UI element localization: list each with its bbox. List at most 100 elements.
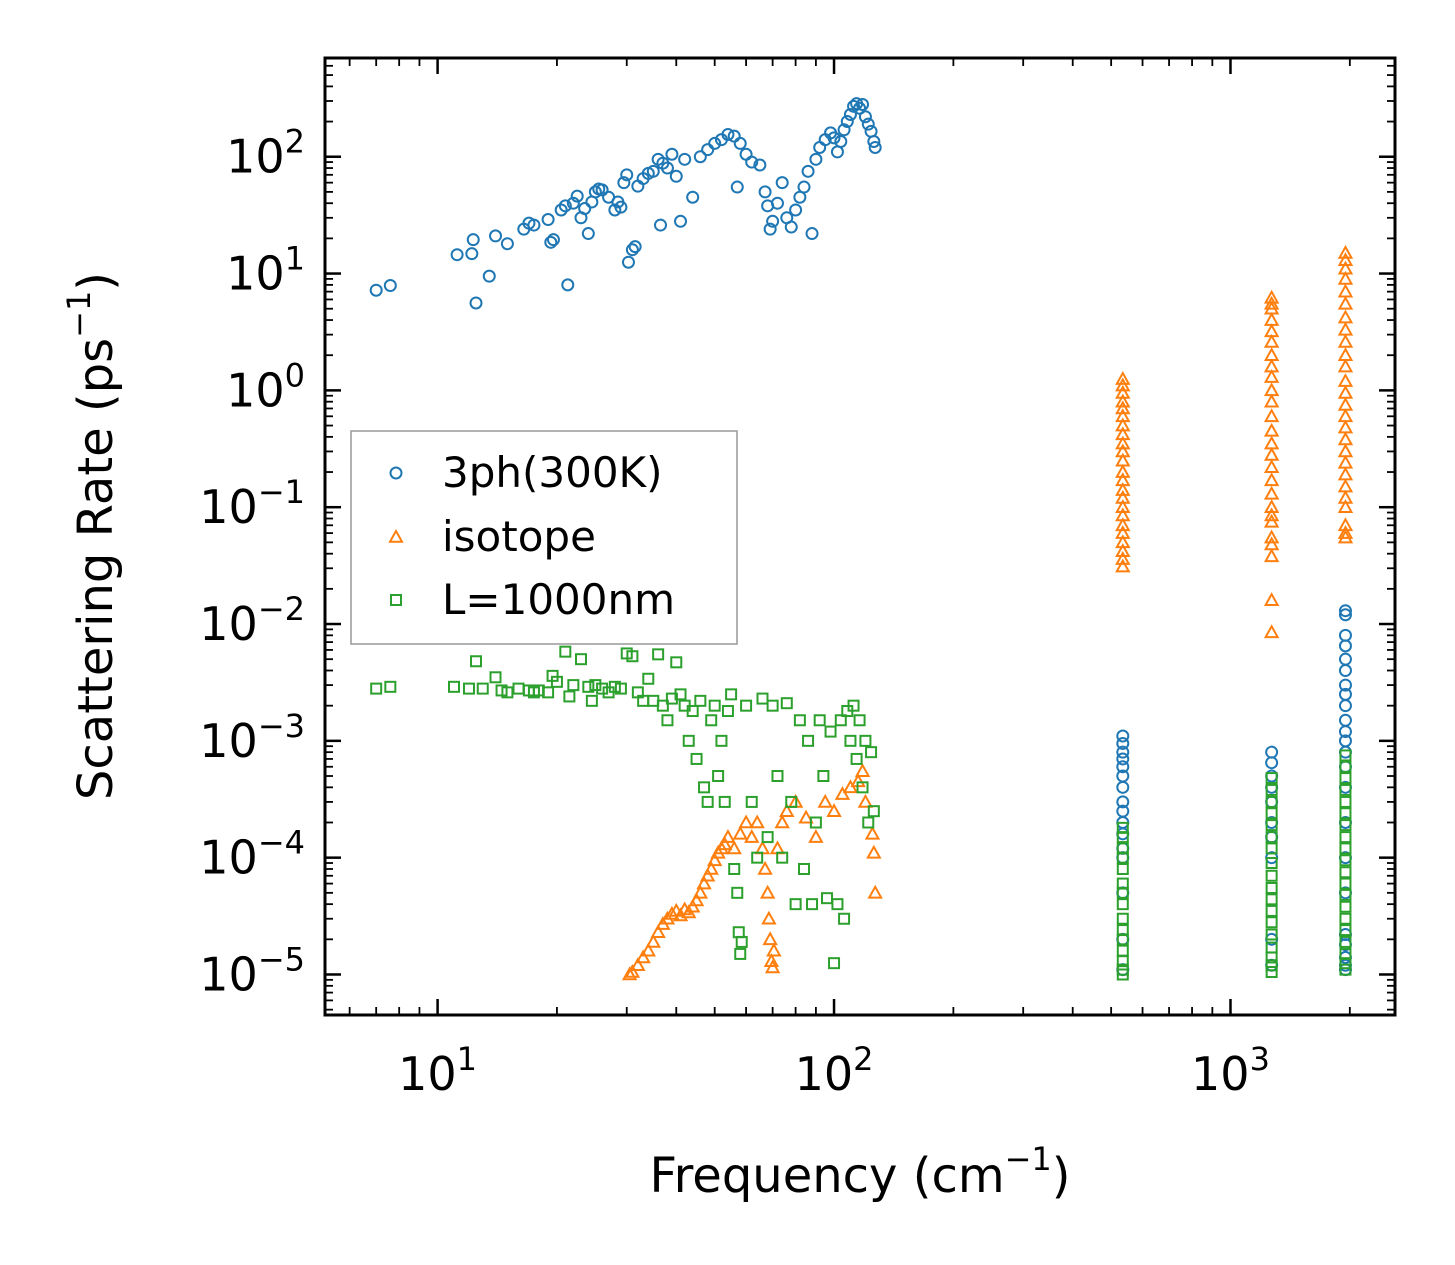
data-point <box>563 690 576 703</box>
data-point <box>1116 752 1130 766</box>
data-point <box>558 199 572 213</box>
data-point <box>837 123 851 137</box>
data-point <box>705 714 718 727</box>
data-point <box>868 140 882 154</box>
data-point <box>1338 725 1352 739</box>
data-point <box>809 152 823 166</box>
data-point <box>608 203 622 217</box>
data-point <box>1339 963 1352 976</box>
legend-marker-square <box>390 594 402 606</box>
data-point <box>1263 472 1280 487</box>
data-point <box>801 164 815 178</box>
data-point <box>1337 244 1354 259</box>
data-point <box>1339 912 1352 925</box>
data-point <box>1263 624 1280 639</box>
data-point <box>1263 333 1280 348</box>
data-point <box>470 655 483 668</box>
data-layer <box>369 97 1354 981</box>
data-point <box>798 862 811 875</box>
data-point <box>834 786 851 800</box>
data-point <box>581 227 595 241</box>
data-point <box>725 688 738 701</box>
data-point <box>383 279 397 293</box>
data-point <box>867 805 880 818</box>
data-point <box>856 97 870 111</box>
data-point <box>721 127 735 141</box>
data-point <box>780 697 793 710</box>
x-tick-label: 102 <box>795 1040 874 1101</box>
data-point <box>838 912 851 925</box>
data-point <box>718 795 731 808</box>
data-point <box>862 816 875 829</box>
data-point <box>701 795 714 808</box>
data-point <box>625 243 639 257</box>
data-point <box>585 694 598 707</box>
data-point <box>546 233 560 247</box>
data-point <box>1263 499 1280 513</box>
data-point <box>588 185 602 199</box>
data-point <box>1339 935 1352 948</box>
data-point <box>670 656 683 669</box>
data-point <box>578 202 592 216</box>
data-point <box>544 235 558 249</box>
y-tick-label: 100 <box>226 356 305 417</box>
data-point <box>554 203 568 217</box>
data-point <box>763 222 777 236</box>
series-triangle <box>621 244 1354 981</box>
data-point <box>1116 968 1129 981</box>
data-point <box>384 680 397 693</box>
data-point <box>1265 783 1278 796</box>
data-point <box>1339 854 1352 867</box>
data-point <box>1116 729 1130 743</box>
data-point <box>861 117 875 131</box>
data-point <box>1263 369 1280 383</box>
data-point <box>1116 955 1129 968</box>
data-point <box>635 949 651 964</box>
data-point <box>798 809 814 824</box>
data-point <box>1263 485 1280 500</box>
data-point <box>699 867 716 882</box>
data-point <box>698 781 711 794</box>
data-point <box>696 875 712 890</box>
data-point <box>728 862 741 875</box>
data-point <box>732 825 748 840</box>
data-point <box>715 734 728 747</box>
data-point <box>853 714 866 727</box>
data-point <box>1115 370 1131 385</box>
data-point <box>1339 842 1352 855</box>
data-point <box>1337 525 1354 539</box>
data-point <box>1263 513 1280 528</box>
data-point <box>1116 780 1130 794</box>
data-point <box>1115 377 1131 392</box>
data-point <box>859 734 872 747</box>
data-point <box>589 679 602 692</box>
data-point <box>596 682 609 695</box>
data-point <box>642 672 655 685</box>
tick-labels: 101 102 103 10−5 10−4 10−3 10−2 10−1 100 101 102 <box>199 123 1270 1101</box>
data-point <box>1337 529 1354 544</box>
data-point <box>1339 900 1352 913</box>
legend-label-boundary: L=1000nm <box>442 575 675 624</box>
data-point <box>789 203 803 217</box>
data-point <box>574 653 587 666</box>
data-point <box>1116 898 1129 911</box>
data-point <box>738 814 754 829</box>
data-point <box>630 957 646 972</box>
data-point <box>1337 252 1354 267</box>
data-point <box>1338 604 1352 618</box>
data-point <box>759 884 776 899</box>
data-point <box>682 734 695 747</box>
data-point <box>614 682 627 695</box>
data-point <box>693 150 707 164</box>
data-point <box>757 860 773 875</box>
data-point <box>686 705 699 718</box>
data-point <box>817 793 833 808</box>
data-point <box>1339 749 1352 762</box>
data-point <box>764 959 781 974</box>
data-point <box>1265 819 1278 832</box>
data-point <box>617 176 631 190</box>
y-tick-label: 10−5 <box>199 940 305 1001</box>
data-point <box>608 680 621 693</box>
data-point <box>1265 881 1278 894</box>
